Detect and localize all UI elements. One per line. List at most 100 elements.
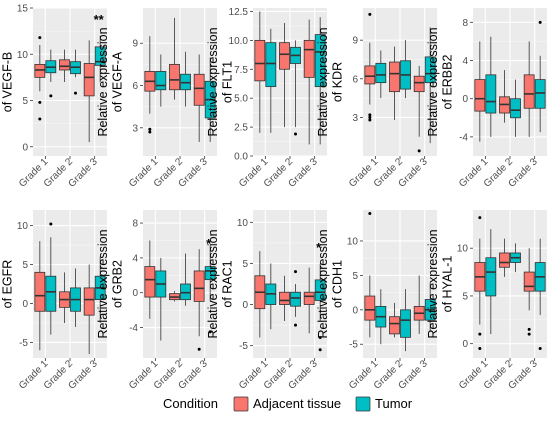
box-tumor-grade-1 — [375, 50, 387, 99]
box-adjacent-tissue-grade-1 — [364, 211, 376, 338]
y-axis-title: Relative expressionof HYAL-1 — [426, 229, 454, 338]
box-tumor-grade-2 — [400, 289, 411, 352]
y-axis-title: Relative expressionof VEGF-B — [0, 27, 15, 136]
box-tumor-grade-3 — [424, 27, 436, 144]
box-tumor-grade-2 — [510, 79, 521, 137]
outlier-point — [538, 20, 542, 24]
box-tumor-grade-3 — [534, 20, 546, 133]
significance-marker: * — [206, 236, 212, 251]
y-axis-title-line: of VEGF-B — [1, 52, 15, 112]
y-axis-title-line: Relative expression — [96, 229, 110, 338]
y-axis-title-line: Relative expression — [96, 27, 110, 136]
y-tick-label: 7.5 — [234, 65, 248, 76]
y-axis-title: Relative expressionof VEGF-A — [96, 27, 124, 136]
box-body — [375, 62, 387, 84]
box-body — [279, 291, 290, 305]
box-tumor-grade-1 — [485, 229, 497, 335]
outlier-point — [49, 94, 53, 98]
box-adjacent-tissue-grade-3 — [83, 264, 95, 355]
y-axis-title-line: of FLT1 — [221, 61, 235, 103]
box-body — [83, 287, 95, 316]
outlier-point — [74, 91, 77, 95]
box-adjacent-tissue-grade-2 — [59, 272, 70, 323]
y-tick-label: 10 — [237, 218, 249, 229]
y-axis-title-line: of EGFR — [1, 260, 15, 309]
box-tumor-grade-2 — [290, 40, 301, 136]
box-body — [45, 275, 57, 312]
outlier-point — [318, 348, 322, 352]
box-adjacent-tissue-grade-1 — [474, 216, 486, 350]
box-tumor-grade-1 — [375, 289, 387, 345]
box-adjacent-tissue-grade-3 — [193, 249, 205, 351]
box-adjacent-tissue-grade-2 — [169, 290, 180, 302]
y-axis-title-line: Relative expression — [316, 27, 330, 136]
y-tick-label: 15 — [17, 4, 29, 15]
y-axis-title-line: Relative expression — [316, 229, 330, 338]
box-tumor-grade-3 — [94, 35, 106, 82]
y-tick-label: 10 — [347, 236, 359, 247]
y-axis-title-line: Relative expression — [426, 27, 440, 136]
box-tumor-grade-1 — [155, 54, 167, 107]
box-body — [303, 291, 315, 305]
y-tick-label: 2.5 — [234, 123, 248, 134]
box-adjacent-tissue-grade-2 — [389, 302, 400, 338]
box-adjacent-tissue-grade-3 — [523, 41, 535, 137]
y-axis-title-line: of GRB2 — [111, 260, 125, 308]
box-tumor-grade-2 — [510, 243, 521, 273]
box-body — [180, 283, 191, 301]
outlier-point — [49, 222, 53, 226]
y-tick-label: 6 — [352, 74, 358, 85]
legend-title: Condition — [163, 396, 218, 411]
box-body — [94, 46, 106, 66]
box-body — [34, 64, 46, 78]
y-tick-label: -5 — [19, 338, 28, 349]
y-axis-title: Relative expressionof KDR — [316, 27, 344, 136]
box-body — [474, 79, 486, 112]
box-adjacent-tissue-grade-3 — [523, 248, 535, 336]
outlier-point — [417, 149, 421, 153]
y-axis-title: Relative expressionof GRB2 — [96, 229, 124, 338]
box-body — [389, 61, 400, 93]
box-body — [265, 42, 277, 88]
y-axis-title-line: of KDR — [331, 62, 345, 102]
box-tumor-grade-3 — [94, 256, 106, 323]
y-axis-title-line: Relative expression — [206, 229, 220, 338]
box-tumor-grade-3 — [314, 17, 326, 145]
box-adjacent-tissue-grade-3 — [413, 275, 425, 334]
y-tick-label: 3 — [352, 113, 358, 124]
box-adjacent-tissue-grade-3 — [83, 40, 95, 143]
box-adjacent-tissue-grade-2 — [279, 275, 290, 321]
outlier-point — [38, 100, 42, 104]
y-tick-label: 5 — [352, 271, 358, 282]
y-tick-label: 0 — [132, 288, 138, 299]
y-axis-title: Relative expressionof ERBB2 — [426, 27, 454, 136]
box-tumor-grade-2 — [180, 51, 191, 107]
outlier-point — [294, 132, 297, 136]
box-body — [499, 252, 510, 268]
y-tick-label: 6 — [132, 81, 138, 92]
legend-label-adjacent-tissue: Adjacent tissue — [253, 396, 341, 411]
box-body — [389, 316, 400, 335]
outlier-point — [294, 323, 297, 327]
box-body — [279, 42, 290, 70]
outlier-point — [368, 118, 372, 122]
y-tick-label: 9 — [132, 39, 138, 50]
y-axis-title: Relative expressionof EGFR — [0, 229, 15, 338]
significance-marker: * — [316, 240, 322, 255]
box-adjacent-tissue-grade-1 — [364, 12, 376, 122]
box-body — [314, 279, 326, 301]
box-tumor-grade-3 — [314, 263, 326, 352]
y-tick-label: 0 — [22, 299, 28, 310]
box-body — [400, 309, 411, 338]
box-body — [193, 73, 205, 106]
y-tick-label: 5 — [462, 291, 468, 302]
outlier-point — [294, 270, 297, 274]
outlier-point — [478, 216, 482, 220]
box-body — [155, 71, 167, 91]
y-axis-title-line: Relative expression — [206, 27, 220, 136]
y-tick-label: 5.0 — [234, 94, 248, 105]
outlier-point — [368, 113, 372, 117]
